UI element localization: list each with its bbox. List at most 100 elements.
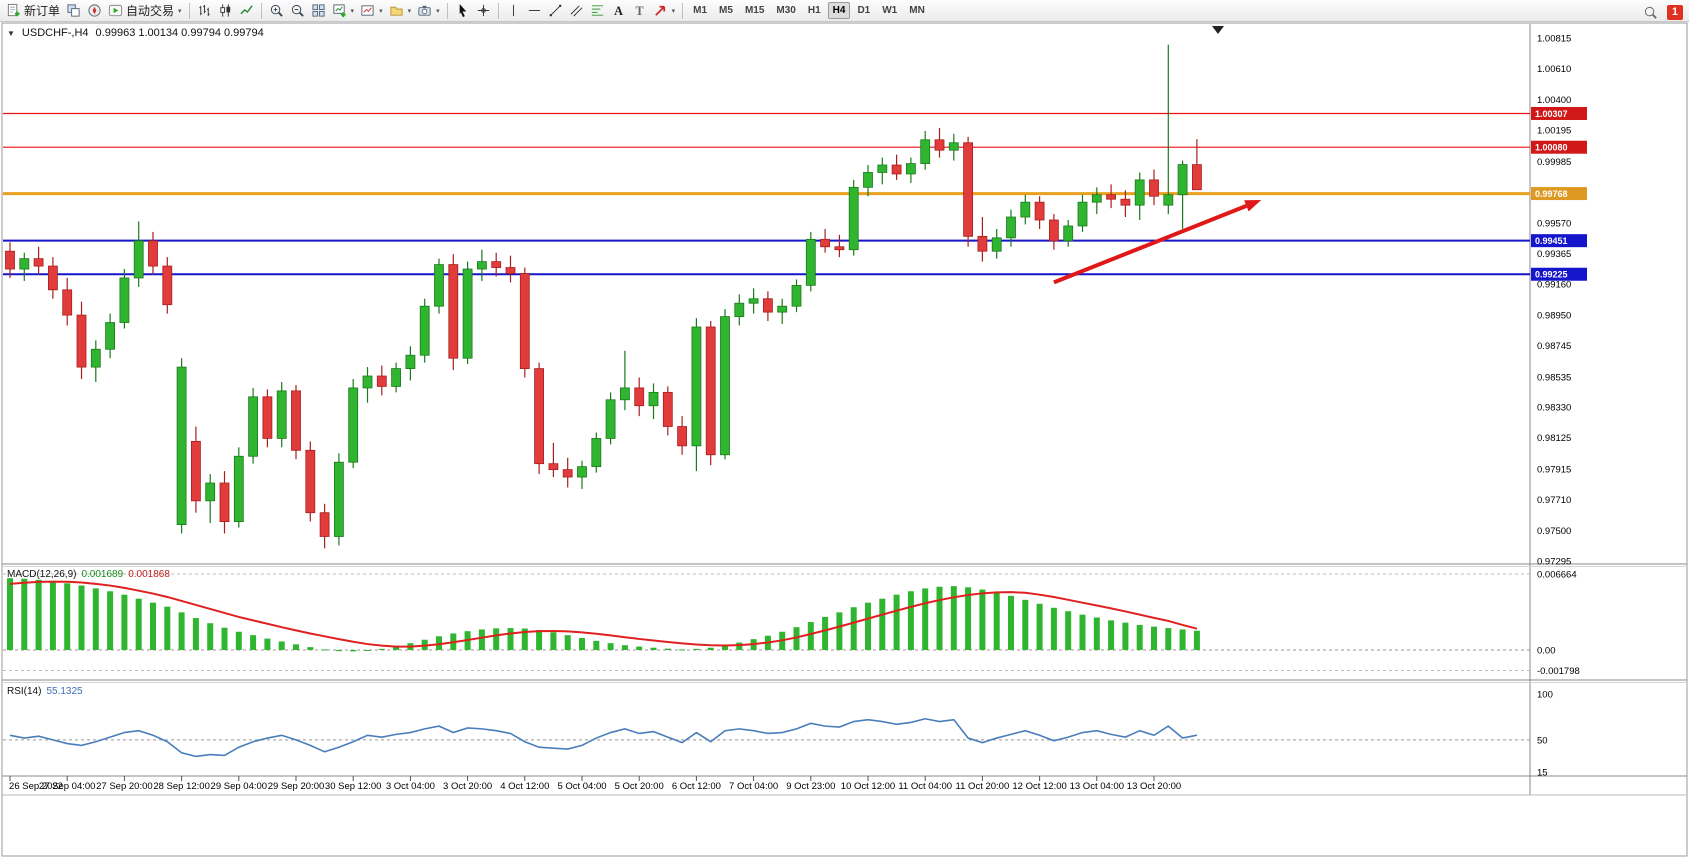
- candlestick-button[interactable]: [215, 1, 236, 21]
- price-label-badge-text: 0.99225: [1535, 270, 1568, 280]
- chevron-down-icon[interactable]: ▾: [379, 7, 383, 15]
- macd-histogram-bar: [950, 586, 957, 650]
- candle: [1091, 187, 1102, 215]
- macd-histogram-bar: [493, 628, 500, 650]
- candle: [705, 321, 716, 466]
- timeframe-h4-button[interactable]: H4: [827, 2, 851, 19]
- new-order-button[interactable]: 新订单: [3, 1, 63, 21]
- text-button[interactable]: A: [608, 1, 629, 21]
- time-axis-label: 7 Oct 04:00: [729, 781, 778, 792]
- vertical-line-button[interactable]: [503, 1, 524, 21]
- price-axis-label: 0.97295: [1537, 557, 1571, 568]
- chevron-down-icon[interactable]: ▾: [350, 7, 355, 15]
- chart-plot-area[interactable]: [3, 24, 1530, 563]
- chart-shift-marker-icon[interactable]: [1212, 26, 1224, 34]
- timeframe-m1-button[interactable]: M1: [693, 5, 708, 16]
- channel-button[interactable]: [566, 1, 587, 21]
- price-axis-label: 0.98535: [1537, 372, 1571, 383]
- timeframe-m15-button[interactable]: M15: [744, 5, 765, 16]
- timeframe-w1-button[interactable]: W1: [882, 5, 898, 16]
- chevron-down-icon[interactable]: ▾: [407, 7, 412, 15]
- indicators-button[interactable]: ▾: [329, 1, 358, 21]
- macd-histogram-bar: [1036, 603, 1043, 650]
- time-axis-label: 13 Oct 20:00: [1127, 781, 1181, 792]
- search-button[interactable]: [1640, 2, 1661, 22]
- candle: [1120, 190, 1131, 218]
- candle: [362, 367, 373, 403]
- toolbar-right: 1: [1640, 2, 1683, 22]
- toolbar-separator: [682, 2, 684, 19]
- new-chart-button[interactable]: ▾: [357, 1, 386, 21]
- autotrade-button[interactable]: 自动交易 ▾: [105, 1, 185, 21]
- chevron-down-icon[interactable]: ▾: [671, 7, 676, 15]
- price-label-badge-text: 0.99451: [1535, 236, 1568, 246]
- line-chart-button[interactable]: [236, 1, 257, 21]
- macd-histogram-bar: [192, 618, 199, 650]
- timeframe-m30-button[interactable]: M30: [776, 5, 796, 16]
- candle: [233, 447, 244, 528]
- fibonacci-button[interactable]: [587, 1, 608, 21]
- text-label-button[interactable]: T: [629, 1, 650, 21]
- candle: [1006, 209, 1016, 247]
- price-axis-label: 0.99570: [1537, 218, 1571, 229]
- macd-histogram-bar: [707, 647, 714, 650]
- tile-windows-button[interactable]: [308, 1, 329, 21]
- toolbar-separator: [446, 2, 448, 19]
- timeframe-mn-button[interactable]: MN: [909, 5, 925, 16]
- macd-histogram-bar: [1179, 629, 1186, 650]
- symbol-period-label: USDCHF-,H4: [21, 27, 89, 39]
- zoom-out-button[interactable]: [287, 1, 308, 21]
- time-axis-label: 3 Oct 04:00: [386, 781, 435, 792]
- toolbar-separator: [497, 2, 499, 19]
- candle: [90, 340, 101, 382]
- data-window-button[interactable]: [63, 1, 84, 21]
- macd-histogram-bar: [850, 607, 857, 650]
- channel-icon: [570, 5, 583, 17]
- arrows-button[interactable]: ▾: [650, 1, 679, 21]
- candle: [591, 432, 602, 473]
- chevron-down-icon[interactable]: ▾: [178, 7, 182, 15]
- candle: [820, 228, 830, 253]
- trendline-button[interactable]: [545, 1, 566, 21]
- zoom-in-button[interactable]: [266, 1, 287, 21]
- trend-arrow[interactable]: [1053, 199, 1262, 285]
- snapshot-icon: [418, 5, 431, 16]
- bar-chart-button[interactable]: [194, 1, 215, 21]
- macd-histogram-bar: [536, 630, 543, 650]
- candle: [505, 255, 516, 283]
- macd-histogram-bar: [378, 648, 385, 650]
- macd-histogram-bar: [7, 578, 13, 650]
- macd-histogram-bar: [679, 649, 686, 651]
- macd-indicator-title: MACD(12,26,9) 0.001689 0.001868: [7, 569, 170, 580]
- timeframe-d1-button[interactable]: D1: [857, 5, 871, 16]
- chevron-down-icon[interactable]: ▾: [436, 7, 440, 15]
- timeframe-m5-button[interactable]: M5: [719, 5, 733, 16]
- candle: [19, 252, 30, 281]
- notification-badge[interactable]: 1: [1666, 4, 1683, 20]
- macd-signal-value: 0.001868: [128, 569, 170, 580]
- candle: [248, 387, 259, 464]
- profiles-button[interactable]: ▾: [386, 1, 415, 21]
- macd-histogram-bar: [564, 635, 571, 650]
- cursor-button[interactable]: [452, 1, 473, 21]
- macd-histogram-bar: [121, 594, 128, 650]
- svg-text:A: A: [614, 4, 623, 18]
- timeframe-h1-button[interactable]: H1: [807, 5, 821, 16]
- macd-histogram-bar: [1108, 620, 1115, 650]
- macd-histogram-bar: [49, 581, 56, 650]
- macd-histogram-bar: [21, 578, 28, 650]
- snapshot-button[interactable]: ▾: [414, 1, 443, 21]
- macd-histogram-bar: [893, 594, 900, 650]
- macd-histogram-bar: [78, 585, 85, 650]
- macd-histogram-bar: [650, 647, 657, 650]
- horizontal-line-button[interactable]: [524, 1, 545, 21]
- chart-title: ▼ USDCHF-,H4 0.99963 1.00134 0.99794 0.9…: [7, 27, 264, 39]
- candle: [48, 257, 58, 299]
- candle: [62, 277, 73, 326]
- chart-expand-icon[interactable]: ▼: [7, 28, 15, 38]
- candle: [391, 362, 402, 393]
- macd-histogram-bar: [35, 579, 42, 650]
- price-label-badge: [1531, 234, 1587, 248]
- crosshair-button[interactable]: [473, 1, 494, 21]
- navigator-button[interactable]: [84, 1, 105, 21]
